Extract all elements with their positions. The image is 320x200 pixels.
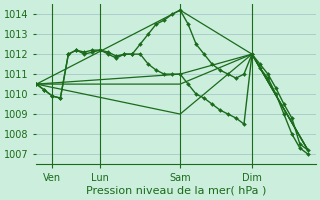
X-axis label: Pression niveau de la mer( hPa ): Pression niveau de la mer( hPa ) — [86, 186, 266, 196]
